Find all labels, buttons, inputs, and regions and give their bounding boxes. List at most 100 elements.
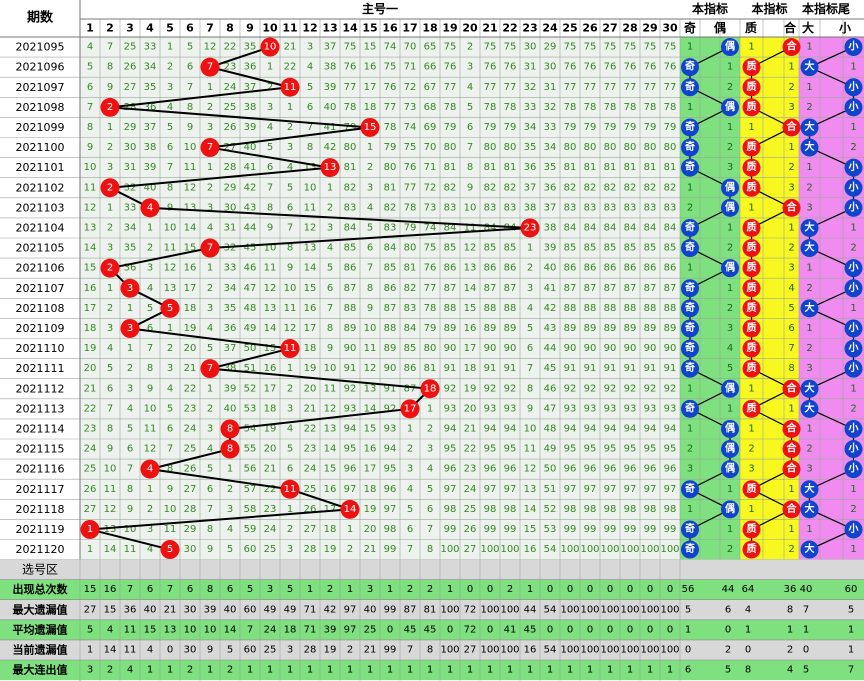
stats-value: 1 <box>447 584 453 595</box>
cell-value: 80 <box>644 142 657 153</box>
cell-value: 15 <box>304 283 317 294</box>
cell-value: 29 <box>224 182 237 193</box>
cell-value: 55 <box>244 444 257 455</box>
indicator-ball <box>742 279 761 298</box>
cell-value: 93 <box>604 403 617 414</box>
stats-value: 6 <box>227 584 233 595</box>
hit-number: 4 <box>147 202 153 213</box>
cell-value: 97 <box>504 484 517 495</box>
stats-value: 100 <box>660 604 679 615</box>
cell-value: 11 <box>164 524 177 535</box>
big-header: 大 <box>802 20 814 35</box>
indicator-count: 1 <box>806 524 812 535</box>
stats-value: 0 <box>567 584 573 595</box>
indicator-count: 1 <box>748 42 754 53</box>
stats-extra-value: 1 <box>848 644 854 655</box>
stats-value: 1 <box>447 665 453 676</box>
indicator-label: 大 <box>805 220 815 233</box>
stats-value: 1 <box>487 665 493 676</box>
cell-value: 87 <box>664 283 677 294</box>
stats-value: 36 <box>124 604 137 615</box>
cell-value: 84 <box>624 222 637 233</box>
cell-value: 39 <box>224 383 237 394</box>
cell-value: 47 <box>544 403 557 414</box>
stats-value: 44 <box>524 604 537 615</box>
cell-value: 32 <box>544 102 557 113</box>
column-number: 23 <box>522 22 537 35</box>
cell-value: 57 <box>244 484 257 495</box>
cell-value: 1 <box>267 62 273 73</box>
cell-value: 96 <box>484 464 497 475</box>
cell-value: 82 <box>664 182 677 193</box>
hit-ball <box>200 138 220 158</box>
cell-value: 2 <box>167 343 173 354</box>
cell-value: 99 <box>664 524 677 535</box>
indicator-label: 偶 <box>724 180 735 193</box>
cell-value: 10 <box>464 202 477 213</box>
cell-value: 3 <box>227 504 233 515</box>
cell-value: 99 <box>444 524 457 535</box>
cell-value: 72 <box>424 182 437 193</box>
stats-value: 15 <box>144 624 157 635</box>
cell-value: 14 <box>264 323 277 334</box>
cell-value: 2 <box>167 62 173 73</box>
cell-value: 18 <box>324 524 337 535</box>
cell-value: 23 <box>184 403 197 414</box>
stats-extra-value: 44 <box>722 584 735 595</box>
prime-col-header: 质 <box>745 20 757 35</box>
cell-value: 93 <box>644 403 657 414</box>
period-label: 2021097 <box>16 81 65 94</box>
cell-value: 8 <box>147 363 153 374</box>
indicator-count: 1 <box>727 524 733 535</box>
cell-value: 41 <box>544 283 557 294</box>
cell-value: 30 <box>224 202 237 213</box>
cell-value: 78 <box>604 102 617 113</box>
indicator-ball <box>800 239 819 258</box>
cell-value: 3 <box>167 82 173 93</box>
cell-value: 92 <box>564 383 577 394</box>
cell-value: 37 <box>524 182 537 193</box>
cell-value: 81 <box>484 162 497 173</box>
cell-value: 85 <box>644 243 657 254</box>
cell-value: 6 <box>287 464 293 475</box>
select-area <box>0 559 864 580</box>
indicator-label: 奇 <box>685 60 695 73</box>
indicator-ball <box>844 419 863 438</box>
cell-value: 21 <box>184 363 197 374</box>
cell-value: 16 <box>84 283 97 294</box>
cell-value: 20 <box>464 403 477 414</box>
cell-value: 27 <box>184 484 197 495</box>
cell-value: 19 <box>264 423 277 434</box>
cell-value: 3 <box>427 444 433 455</box>
cell-value: 89 <box>504 323 517 334</box>
cell-value: 34 <box>144 62 157 73</box>
select-area-label: 选号区 <box>22 563 58 577</box>
stats-extra-value: 1 <box>685 624 691 635</box>
indicator-count: 1 <box>748 202 754 213</box>
stats-value: 5 <box>87 624 93 635</box>
stats-value: 2 <box>347 644 353 655</box>
stats-row-bg <box>0 599 864 620</box>
period-label: 2021102 <box>16 181 65 194</box>
indicator-label: 质 <box>747 60 757 73</box>
cell-value: 8 <box>467 162 473 173</box>
stats-extra-value: 4 <box>745 604 751 615</box>
indicator-ball <box>742 58 761 77</box>
cell-value: 77 <box>444 82 457 93</box>
cell-value: 94 <box>564 423 577 434</box>
cell-value: 27 <box>124 82 137 93</box>
cell-value: 75 <box>584 42 597 53</box>
column-number: 6 <box>186 22 194 35</box>
cell-value: 75 <box>644 42 657 53</box>
stats-value: 9 <box>207 644 213 655</box>
cell-value: 4 <box>427 464 433 475</box>
cell-value: 17 <box>364 82 377 93</box>
cell-value: 15 <box>364 42 377 53</box>
hit-number: 10 <box>264 42 277 53</box>
cell-value: 99 <box>504 524 517 535</box>
hit-ball <box>160 298 180 318</box>
cell-value: 2 <box>107 222 113 233</box>
indicator-count: 1 <box>727 403 733 414</box>
cell-value: 82 <box>344 182 357 193</box>
cell-value: 12 <box>264 283 277 294</box>
